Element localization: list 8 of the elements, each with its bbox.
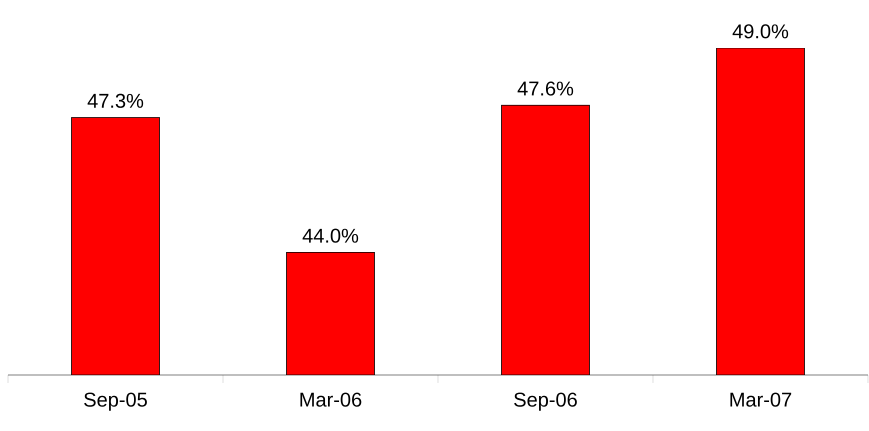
data-label: 44.0% [302,228,358,243]
x-tick-label: Sep-05 [84,392,147,411]
data-label: 47.3% [88,94,144,108]
x-tick-label: Sep-06 [514,392,577,411]
data-label: 47.6% [518,81,574,96]
x-tick-label: Mar-07 [730,392,792,407]
data-label: 49.0% [732,24,788,38]
x-tick-label: Mar-06 [300,392,362,407]
